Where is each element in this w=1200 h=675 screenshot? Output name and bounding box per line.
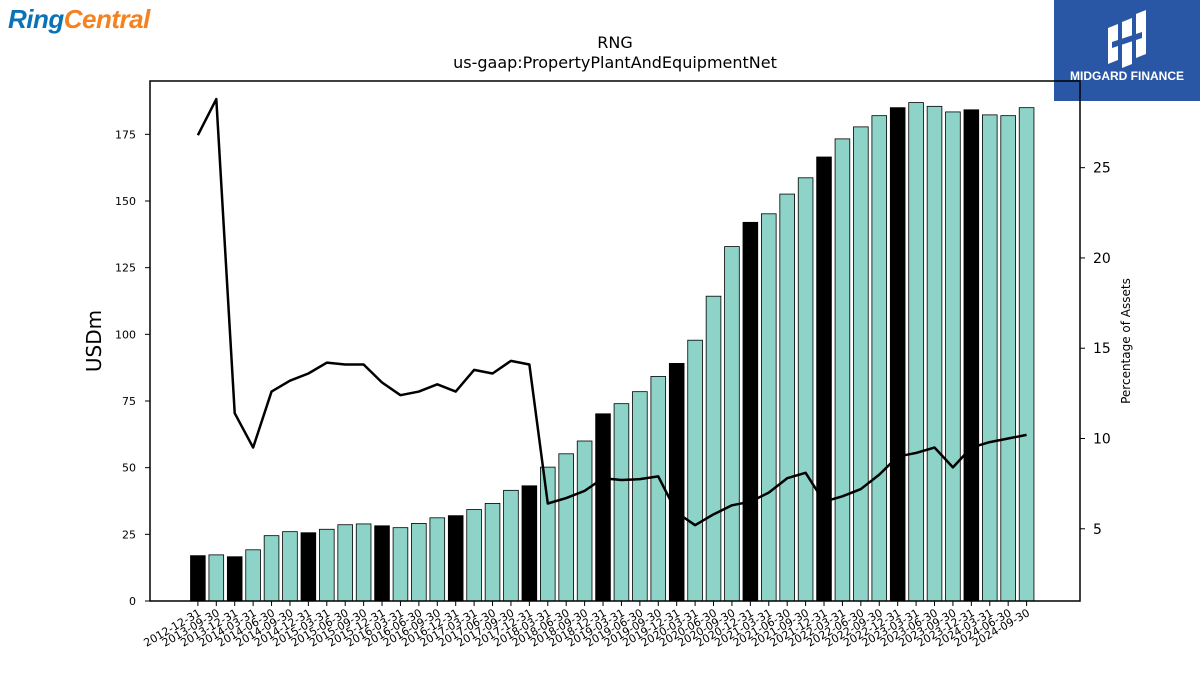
bar-2018-09-30 [576,440,593,602]
bar-2021-09-30 [797,177,814,602]
logo-ring-text: Ring [8,4,64,34]
bar-2018-03-31 [540,466,556,602]
bar-2024-06-30 [1000,115,1016,602]
y-tick-label: 125 [115,262,136,275]
y2-tick-label: 10 [1093,432,1111,448]
y-tick-label: 50 [122,462,136,475]
bar-2019-06-30 [632,391,648,602]
bar-2018-06-30 [558,453,574,602]
bar-2017-06-30 [484,502,501,602]
y-tick-label: 75 [122,395,136,408]
y2-tick-label: 5 [1093,522,1102,538]
bar-2023-03-31 [908,102,924,602]
y-tick-label: 175 [115,128,136,141]
bar-2014-06-30 [263,535,280,602]
bar-2023-09-30 [945,111,961,602]
bar-2017-12-31 [521,485,538,602]
bar-2013-09-30 [208,554,225,602]
bar-2019-03-31 [613,403,630,602]
bar-2016-12-31 [447,515,464,602]
bar-2018-12-31 [595,413,611,602]
bar-2016-09-30 [429,517,446,602]
bar-2020-06-30 [705,295,722,602]
bar-2022-06-30 [853,126,869,602]
bar-2014-03-31 [245,549,261,602]
bar-2019-12-31 [668,362,685,602]
y-tick-label: 25 [122,528,136,541]
bar-2021-12-31 [816,156,832,602]
bar-2022-09-30 [871,115,888,602]
bar-2023-12-31 [963,109,980,602]
bar-2017-09-30 [503,489,519,602]
bar-2022-12-31 [889,107,906,602]
bar-2016-06-30 [411,523,427,602]
y-axis-label: USDm [82,310,106,372]
y2-tick-label: 25 [1093,161,1111,177]
y-tick-label: 0 [129,595,136,608]
bar-2013-12-31 [226,556,243,602]
bar-2015-12-31 [374,525,390,602]
bar-2015-03-31 [319,528,335,602]
bar-2014-12-31 [300,532,317,602]
axes: 02550751001251501755101520252012-12-3120… [115,80,1111,650]
midgard-name: MIDGARD FINANCE [1070,69,1184,83]
y-tick-label: 100 [115,328,136,341]
bar-2020-09-30 [724,246,740,602]
y2-axis-label: Percentage of Assets [1119,278,1133,404]
bar-2023-06-30 [926,105,943,602]
chart-subtitle: us-gaap:PropertyPlantAndEquipmentNet [453,53,777,72]
bar-2017-03-31 [466,509,482,602]
y-tick-label: 150 [115,195,136,208]
bar-2024-03-31 [982,114,998,602]
midgard-mark-icon [1108,10,1146,68]
bar-2015-09-30 [355,523,372,602]
bar-2020-03-31 [687,339,703,602]
logo-central-text: Central [63,4,151,34]
bar-2014-09-30 [282,531,298,602]
line-series [196,97,1027,527]
midgard-finance-logo: MIDGARD FINANCE [1054,0,1200,101]
bar-2021-06-30 [779,193,795,602]
percentage-line [196,97,1027,527]
bar-series [190,102,1035,602]
bar-2024-09-30 [1018,107,1035,602]
y2-tick-label: 15 [1093,341,1111,357]
bar-2020-12-31 [742,221,759,602]
chart-title: RNG [597,33,632,52]
plot-frame [149,80,1081,602]
bar-2012-12-31 [190,555,206,602]
y2-tick-label: 20 [1093,251,1111,267]
bar-2016-03-31 [392,527,409,602]
bar-2022-03-31 [834,138,851,602]
bar-2015-06-30 [337,524,353,602]
bar-2021-03-31 [761,213,777,602]
ringcentral-logo: RingCentral [8,4,150,35]
